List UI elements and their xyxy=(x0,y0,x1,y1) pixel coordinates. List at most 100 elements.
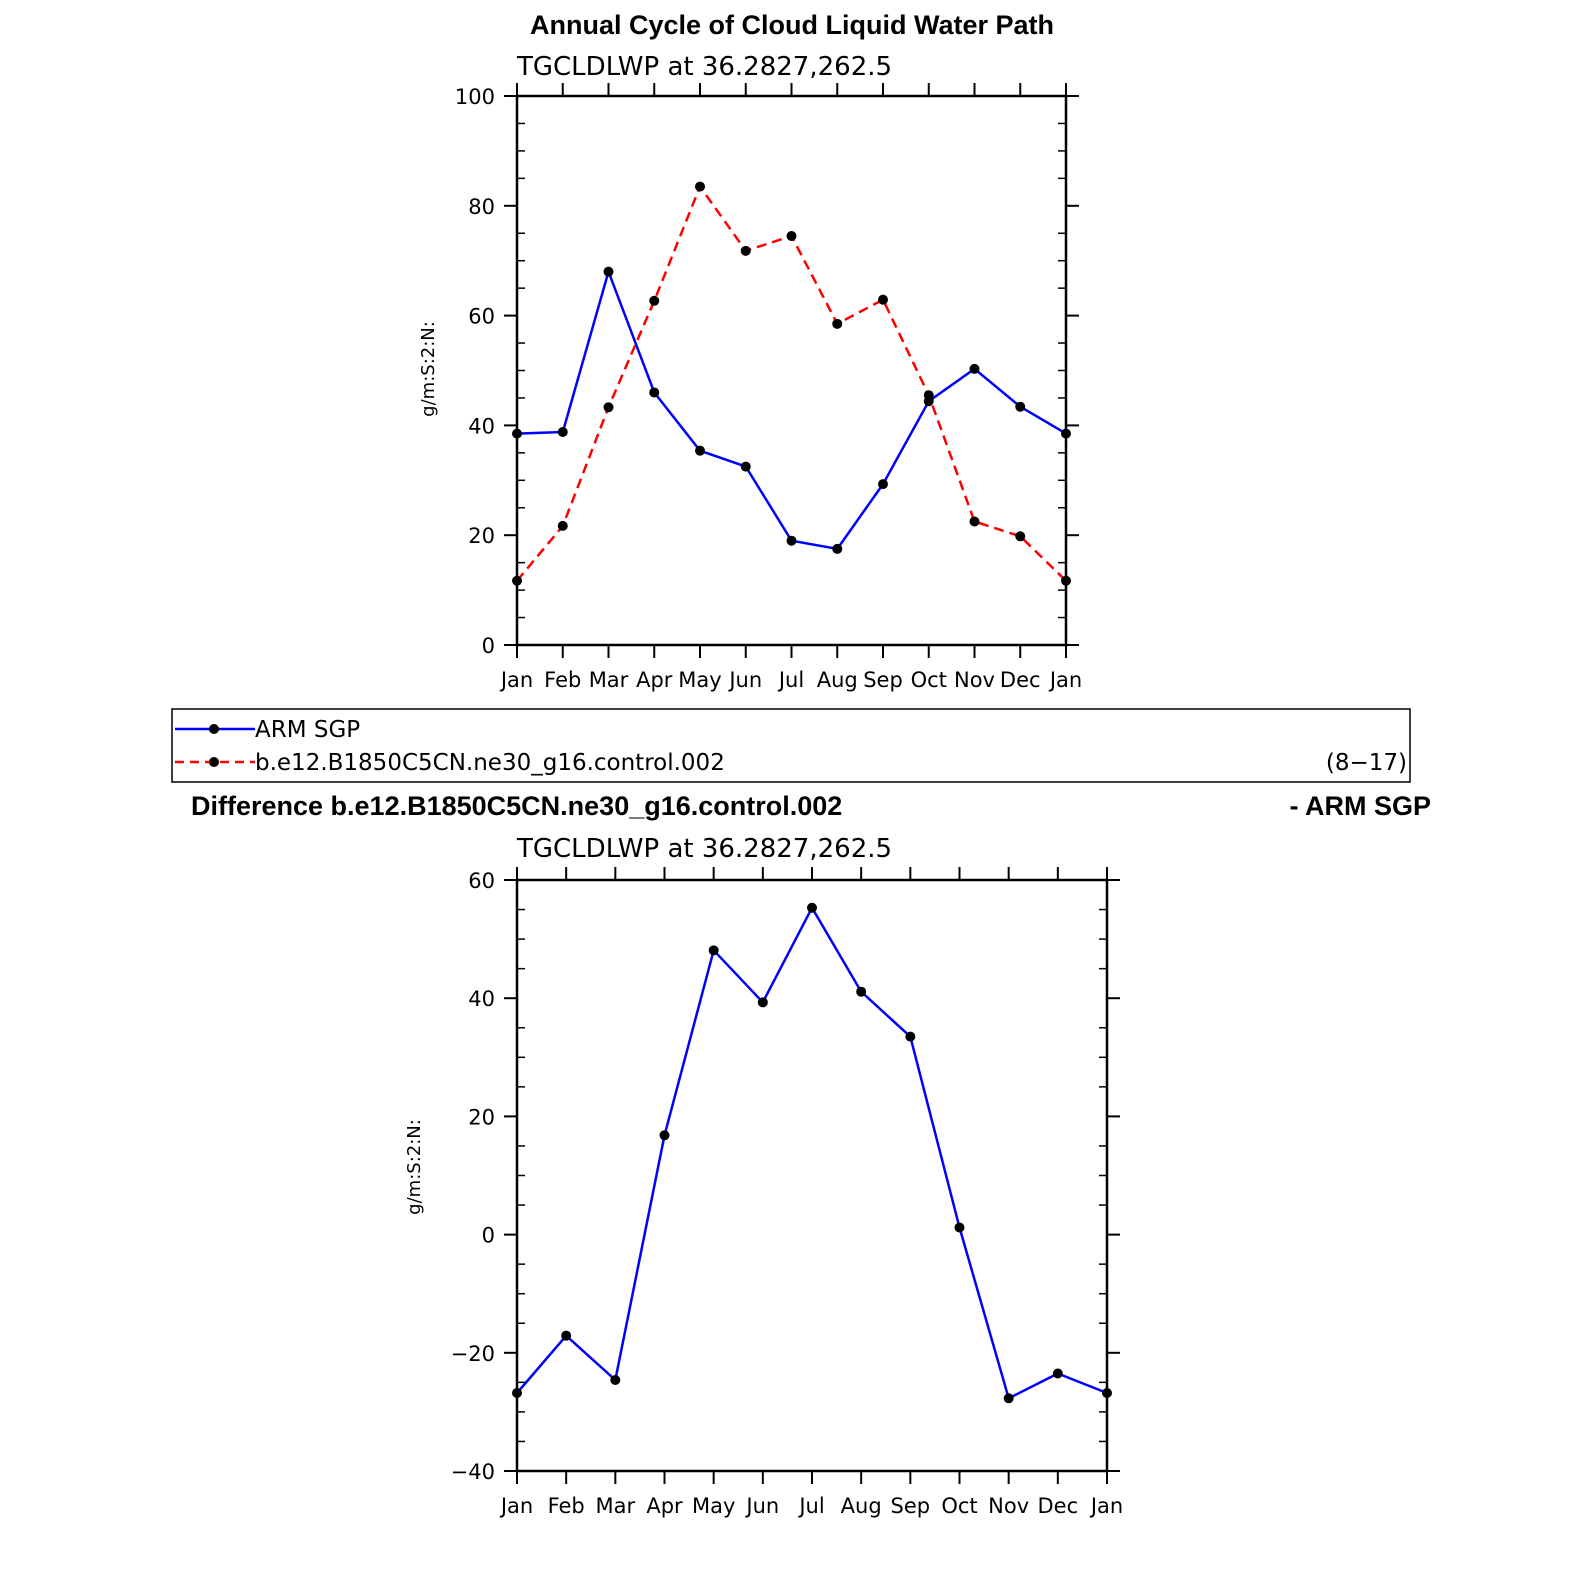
data-point xyxy=(832,543,843,554)
y-tick-label: 100 xyxy=(455,85,495,109)
x-tick-label: Jul xyxy=(777,668,804,692)
plot-frame xyxy=(515,878,1109,1473)
x-tick-label: May xyxy=(678,668,721,692)
y-tick-label: −40 xyxy=(451,1460,495,1484)
data-point xyxy=(512,575,522,586)
data-point xyxy=(1052,1368,1063,1379)
legend-box xyxy=(171,708,1411,783)
x-tick-label: Jul xyxy=(797,1494,824,1518)
y-tick-label: 60 xyxy=(468,305,495,329)
data-point xyxy=(786,535,797,546)
legend-entry-arm-sgp: ARM SGP xyxy=(175,717,360,743)
difference-title: Difference b.e12.B1850C5CN.ne30_g16.cont… xyxy=(191,791,842,821)
y-tick-label: 20 xyxy=(468,1105,495,1129)
x-tick-label: Apr xyxy=(646,1494,683,1518)
data-point xyxy=(954,1222,965,1233)
x-tick-label: Aug xyxy=(817,668,858,692)
data-point xyxy=(740,245,751,256)
legend: ARM SGP b.e12.B1850C5CN.ne30_g16.control… xyxy=(171,708,1411,783)
data-point xyxy=(878,294,888,305)
data-point xyxy=(969,363,980,374)
x-tick-label: Mar xyxy=(589,668,629,692)
legend-note: (8−17) xyxy=(1326,750,1407,776)
data-point xyxy=(512,428,522,439)
chart-title: Annual Cycle of Cloud Liquid Water Path xyxy=(530,10,1054,40)
data-point xyxy=(695,181,705,192)
y-tick-label: 40 xyxy=(468,987,495,1011)
legend-entry-model: b.e12.B1850C5CN.ne30_g16.control.002 xyxy=(175,750,725,776)
data-point xyxy=(905,1031,916,1042)
x-tick-label: Nov xyxy=(988,1494,1029,1518)
plot-frame xyxy=(515,94,1068,647)
data-point xyxy=(1061,575,1071,586)
difference-plot: TGCLDLWP at 36.2827,262.5 g/m:S:2:N: Jan… xyxy=(404,834,1123,1518)
data-point xyxy=(649,295,660,306)
data-point xyxy=(923,390,934,401)
x-tick-label: May xyxy=(692,1494,735,1518)
x-tick-label: Oct xyxy=(911,668,947,692)
annual-cycle-plot: TGCLDLWP at 36.2827,262.5 g/m:S:2:N: Jan… xyxy=(418,52,1082,692)
data-point xyxy=(1102,1387,1112,1398)
y-tick-label: −20 xyxy=(451,1342,495,1366)
x-tick-label: Jan xyxy=(499,1494,533,1518)
y-tick-label: 20 xyxy=(468,524,495,548)
data-point xyxy=(512,1387,522,1398)
plot-subtitle: TGCLDLWP at 36.2827,262.5 xyxy=(516,834,892,864)
series-line xyxy=(516,906,1108,1400)
data-point xyxy=(695,445,705,456)
y-tick-label: 0 xyxy=(482,1224,495,1248)
x-tick-label: Sep xyxy=(891,1494,931,1518)
data-point xyxy=(708,945,719,956)
x-tick-label: Aug xyxy=(841,1494,882,1518)
data-point xyxy=(740,461,751,472)
axes: Jan Feb Mar Apr May Jun Jul Aug Sep Oct Nov Dec Jan−… xyxy=(451,867,1123,1518)
data-point xyxy=(649,387,660,398)
x-tick-label: Jun xyxy=(727,668,762,692)
x-tick-label: Jan xyxy=(499,668,533,692)
legend-swatch-marker xyxy=(209,757,219,767)
data-point xyxy=(603,266,614,277)
difference-title-suffix: - ARM SGP xyxy=(1290,791,1432,821)
series-line xyxy=(516,185,1067,582)
series-line xyxy=(516,270,1067,551)
data-point xyxy=(610,1374,621,1385)
data-point xyxy=(1015,531,1026,542)
data-point xyxy=(832,318,843,329)
y-tick-label: 0 xyxy=(482,634,495,658)
x-tick-label: Dec xyxy=(1038,1494,1079,1518)
x-tick-label: Dec xyxy=(1000,668,1041,692)
data-point xyxy=(659,1130,670,1141)
series-layer xyxy=(512,181,1071,586)
data-point xyxy=(856,986,867,997)
data-point xyxy=(1003,1393,1014,1404)
x-tick-label: Jan xyxy=(1048,668,1082,692)
data-point xyxy=(557,426,568,437)
data-point xyxy=(786,230,797,241)
x-tick-label: Apr xyxy=(636,668,673,692)
axes: Jan Feb Mar Apr May Jun Jul Aug Sep Oct Nov Dec Jan0… xyxy=(455,83,1082,692)
data-point xyxy=(969,516,980,527)
y-axis-label: g/m:S:2:N: xyxy=(418,321,439,417)
data-point xyxy=(561,1330,572,1341)
data-point xyxy=(1015,401,1026,412)
series-layer xyxy=(512,902,1112,1404)
x-tick-label: Feb xyxy=(548,1494,585,1518)
data-point xyxy=(757,997,768,1008)
data-point xyxy=(557,520,568,531)
y-tick-label: 60 xyxy=(468,869,495,893)
legend-label: ARM SGP xyxy=(255,717,360,743)
legend-label: b.e12.B1850C5CN.ne30_g16.control.002 xyxy=(255,750,725,776)
x-tick-label: Jan xyxy=(1089,1494,1123,1518)
legend-swatch-marker xyxy=(209,724,219,734)
data-point xyxy=(878,479,888,490)
x-tick-label: Oct xyxy=(941,1494,977,1518)
y-tick-label: 40 xyxy=(468,414,495,438)
y-axis-label: g/m:S:2:N: xyxy=(404,1119,425,1215)
x-tick-label: Nov xyxy=(954,668,995,692)
y-tick-label: 80 xyxy=(468,195,495,219)
x-tick-label: Jun xyxy=(744,1494,779,1518)
data-point xyxy=(1061,428,1071,439)
x-tick-label: Mar xyxy=(596,1494,636,1518)
x-tick-label: Feb xyxy=(544,668,581,692)
